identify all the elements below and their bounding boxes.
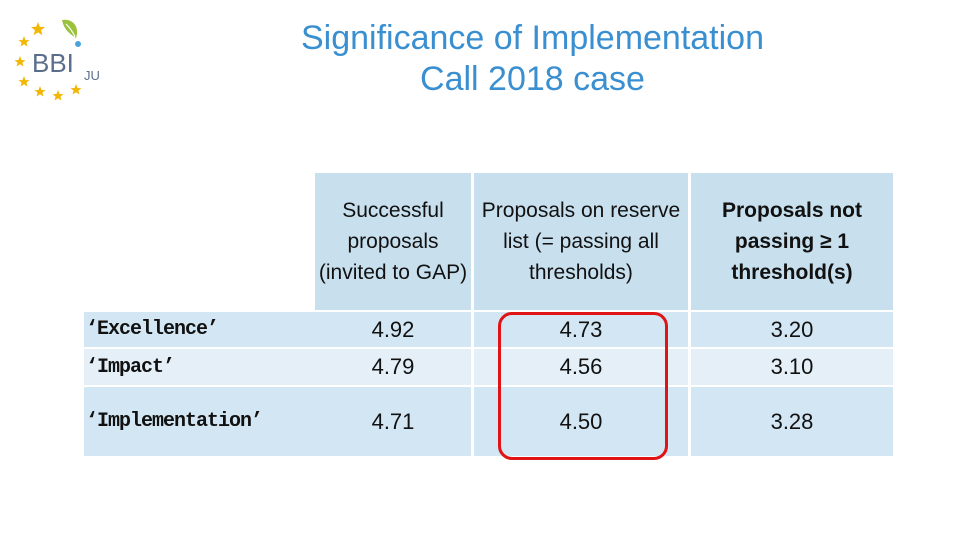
column-divider: [471, 385, 474, 456]
cell-value: 3.10: [691, 347, 893, 385]
reserve-column-highlight: [498, 312, 668, 460]
header-not-passing: Proposals not passing ≥ 1 threshold(s): [691, 173, 893, 310]
column-divider: [688, 385, 691, 456]
row-label-impact: ‘Impact’: [84, 347, 315, 385]
logo-suffix: JU: [84, 68, 100, 83]
logo-text: BBI: [32, 48, 74, 78]
cell-value: 3.28: [691, 385, 893, 456]
title-line-1: Significance of Implementation: [300, 19, 765, 57]
cell-value: 4.92: [315, 310, 471, 347]
title-line-2: Call 2018 case: [420, 60, 645, 98]
cell-value: 3.20: [691, 310, 893, 347]
page-title: Significance of Implementation Call 2018…: [200, 18, 865, 100]
cell-value: 4.56: [474, 347, 688, 385]
cell-value: 4.71: [315, 385, 471, 456]
column-divider: [688, 173, 691, 310]
header-reserve: Proposals on reserve list (= passing all…: [474, 173, 688, 310]
bbi-logo-graphic: BBI JU: [14, 19, 100, 101]
column-divider: [471, 173, 474, 310]
column-divider: [471, 347, 474, 385]
column-divider: [688, 347, 691, 385]
column-divider: [471, 310, 474, 347]
scores-table: Successful proposals (invited to GAP) Pr…: [84, 173, 893, 459]
row-label-implementation: ‘Implementation’: [84, 385, 315, 456]
header-successful: Successful proposals (invited to GAP): [315, 173, 471, 310]
cell-value: 4.50: [474, 385, 688, 456]
bbi-ju-logo: BBI JU: [10, 14, 110, 104]
column-divider: [688, 310, 691, 347]
cell-value: 4.79: [315, 347, 471, 385]
row-label-excellence: ‘Excellence’: [84, 310, 315, 347]
header-empty-cell: [84, 173, 315, 310]
